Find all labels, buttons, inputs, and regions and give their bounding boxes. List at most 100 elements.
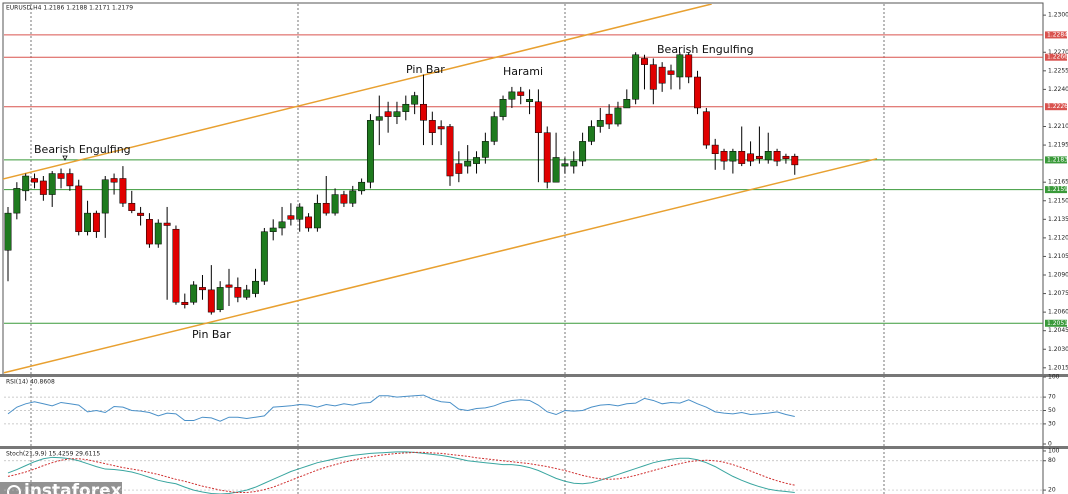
- level-tag: [1045, 103, 1067, 111]
- level-tag: [1045, 31, 1067, 39]
- y-tick-label: 1.2165: [1048, 179, 1068, 186]
- candle-body: [154, 222, 162, 245]
- y-tick-label: 1.2120: [1048, 234, 1068, 241]
- y-tick-label: 1.2150: [1048, 197, 1068, 204]
- candle-body: [137, 212, 145, 216]
- candle-body: [234, 287, 242, 298]
- pattern-label: Harami: [503, 65, 543, 78]
- candle-body: [464, 160, 472, 167]
- candle-body: [685, 54, 693, 78]
- panel: [4, 394, 1043, 425]
- panel: [3, 4, 1043, 374]
- pattern-label: Pin Bar: [192, 328, 231, 341]
- candle-body: [4, 212, 12, 251]
- candle-body: [225, 284, 233, 288]
- panel-title: RSI(14) 40.8608: [6, 379, 55, 386]
- y-tick-label: 70: [1048, 394, 1056, 401]
- candle-body: [747, 153, 755, 162]
- candle-body: [287, 215, 295, 220]
- indicator-line: [7, 451, 795, 494]
- candle-body: [667, 70, 675, 75]
- candle-body: [92, 212, 100, 232]
- y-tick-label: 20: [1048, 487, 1056, 494]
- candle-body: [349, 190, 357, 204]
- candle-body: [366, 120, 374, 183]
- candle-body: [676, 54, 684, 78]
- candle-body: [596, 120, 604, 127]
- candle-body: [517, 91, 525, 96]
- candle-body: [420, 103, 427, 121]
- candle-body: [543, 132, 551, 183]
- candle-body: [711, 144, 719, 154]
- candle-body: [782, 155, 790, 159]
- level-tag: [1045, 156, 1067, 164]
- candle-body: [473, 157, 480, 164]
- candle-body: [39, 180, 47, 195]
- watermark-bg: [0, 482, 122, 494]
- candle-body: [313, 202, 321, 229]
- candle-body: [199, 287, 206, 291]
- candle-body: [773, 151, 781, 162]
- candle-body: [66, 173, 74, 187]
- candle-body: [764, 151, 772, 161]
- y-tick-label: 1.2210: [1048, 123, 1068, 130]
- y-tick-label: 1.2135: [1048, 216, 1068, 223]
- y-tick-label: 1.2240: [1048, 86, 1068, 93]
- candle-body: [278, 221, 286, 229]
- y-tick-label: 1.2090: [1048, 272, 1068, 279]
- candle-body: [649, 64, 657, 90]
- candle-body: [128, 202, 136, 211]
- candle-body: [411, 95, 419, 105]
- panel-title: Stoch(21,9,9) 15.4259 29.6115: [6, 451, 100, 458]
- y-tick-label: 1.2300: [1048, 12, 1068, 19]
- candle-body: [623, 99, 631, 109]
- candle-body: [632, 54, 640, 100]
- candle-body: [322, 202, 330, 214]
- candle-body: [534, 101, 542, 133]
- candle-body: [384, 111, 392, 117]
- level-label: 1.2226: [1047, 103, 1068, 110]
- candle-body: [75, 185, 83, 232]
- candle-body: [181, 301, 189, 305]
- candle-body: [243, 289, 251, 298]
- level-label: 1.2051: [1047, 320, 1068, 327]
- trend-line: [3, 157, 878, 374]
- candle-body: [755, 155, 763, 159]
- candle-body: [393, 111, 401, 117]
- level-tag: [1045, 186, 1067, 194]
- level-label: 1.2266: [1047, 54, 1068, 61]
- level-label: 1.2284: [1047, 31, 1068, 38]
- candle-body: [641, 58, 648, 65]
- y-tick-label: 100: [1048, 447, 1060, 454]
- candle-body: [172, 228, 180, 303]
- pattern-label: Bearish Engulfing: [657, 43, 754, 56]
- y-tick-label: 50: [1048, 407, 1056, 414]
- candle-body: [13, 188, 21, 214]
- y-tick-label: 1.2045: [1048, 327, 1068, 334]
- y-tick-label: 0: [1048, 441, 1052, 448]
- candle-body: [402, 103, 410, 112]
- y-tick-label: 1.2105: [1048, 253, 1068, 260]
- y-tick-label: 100: [1048, 374, 1060, 381]
- y-tick-label: 30: [1048, 420, 1056, 427]
- candle-body: [22, 175, 30, 192]
- watermark-logo: [0, 482, 122, 494]
- candle-body: [579, 141, 587, 162]
- level-label: 1.2183: [1047, 156, 1068, 163]
- level-tag: [1045, 53, 1067, 61]
- candle-body: [84, 212, 92, 232]
- candle-body: [119, 178, 127, 204]
- candle-body: [305, 216, 313, 229]
- candle-body: [614, 107, 622, 125]
- candle-body: [252, 280, 259, 294]
- panel-divider: [0, 446, 1068, 449]
- candle-body: [729, 151, 737, 162]
- candle-body: [31, 178, 38, 183]
- candle-body: [552, 157, 560, 183]
- candle-body: [446, 126, 454, 177]
- pattern-arrow: [62, 155, 68, 161]
- candle-body: [375, 116, 383, 121]
- candle-body: [145, 219, 153, 245]
